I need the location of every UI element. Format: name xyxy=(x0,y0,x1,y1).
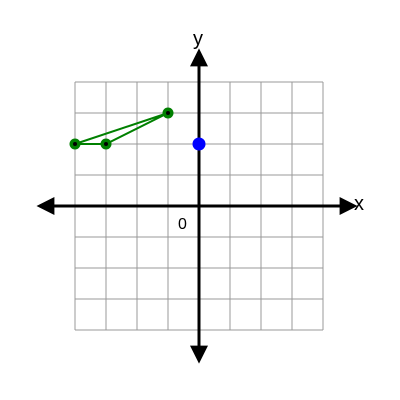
origin-label: 0 xyxy=(178,216,187,233)
y-axis-label: y xyxy=(193,28,203,50)
triangle-vertex-center xyxy=(73,142,77,146)
x-axis-label: x xyxy=(354,193,364,215)
triangle xyxy=(74,112,169,145)
blue-point xyxy=(192,137,206,151)
triangle-vertex-center xyxy=(104,142,108,146)
axes xyxy=(36,48,358,364)
triangle-vertex-center xyxy=(166,111,170,115)
plotted-shapes xyxy=(69,107,206,151)
